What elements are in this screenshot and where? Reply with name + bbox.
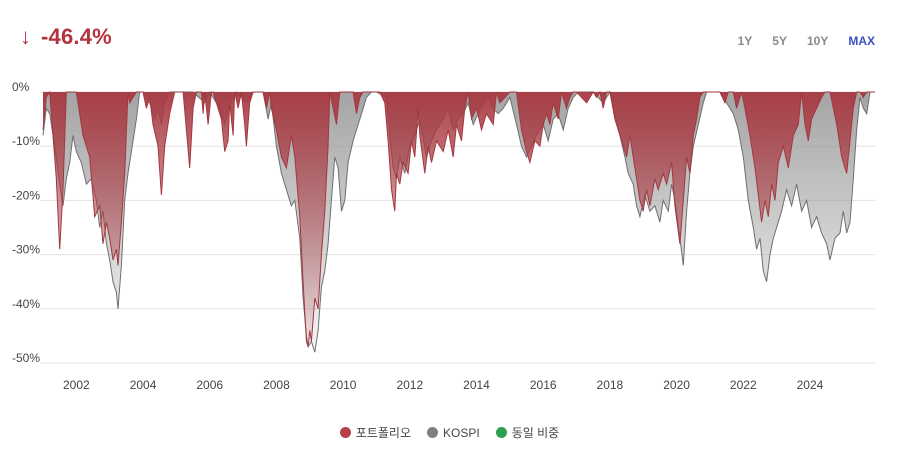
portfolio-line (42, 90, 875, 347)
x-tick-label: 2006 (196, 378, 223, 392)
down-arrow-icon: ↓ (20, 24, 31, 49)
portfolio-swatch-icon (339, 427, 351, 438)
x-tick-label: 2012 (396, 378, 423, 392)
x-tick-label: 2004 (130, 378, 157, 392)
y-tick-label: -30% (12, 243, 40, 257)
legend-item-kospi[interactable]: KOSPI (427, 424, 480, 441)
range-button-5y[interactable]: 5Y (772, 34, 787, 48)
y-tick-label: -50% (12, 351, 40, 365)
x-tick-label: 2018 (597, 378, 624, 392)
x-tick-label: 2022 (730, 378, 757, 392)
range-button-10y[interactable]: 10Y (806, 34, 829, 48)
chart-legend: 포트폴리오 KOSPI 동일 비중 (0, 424, 899, 441)
x-axis: 2002 2004 2006 2008 2010 2012 2014 2016 2018 2020… (63, 378, 824, 392)
x-tick-label: 2010 (330, 378, 357, 392)
x-tick-label: 2024 (797, 378, 824, 392)
y-axis: 0% -10% -20% -30% -40% -50% (12, 80, 40, 365)
drawdown-headline: ↓ -46.4% (20, 24, 112, 50)
legend-label-kospi: KOSPI (443, 425, 480, 440)
y-tick-label: 0% (12, 80, 30, 94)
legend-label-portfolio: 포트폴리오 (355, 426, 411, 440)
y-tick-label: -20% (12, 188, 40, 202)
portfolio-area (43, 92, 875, 347)
range-button-max[interactable]: MAX (848, 34, 875, 48)
y-tick-label: -40% (12, 297, 40, 311)
kospi-swatch-icon (427, 427, 438, 438)
x-tick-label: 2016 (530, 378, 557, 392)
series-areas (42, 90, 875, 353)
chart-header: ↓ -46.4% 1Y 5Y 10Y MAX (0, 0, 899, 80)
legend-item-equal-weight[interactable]: 동일 비중 (495, 424, 560, 441)
range-button-1y[interactable]: 1Y (737, 34, 753, 48)
x-tick-label: 2002 (63, 378, 90, 392)
equal-weight-swatch-icon (495, 427, 507, 438)
range-selector: 1Y 5Y 10Y MAX (728, 32, 885, 50)
drawdown-value: -46.4% (41, 24, 112, 49)
x-tick-label: 2020 (663, 378, 690, 392)
legend-item-portfolio[interactable]: 포트폴리오 (339, 424, 411, 441)
x-tick-label: 2008 (263, 378, 290, 392)
legend-label-equal-weight: 동일 비중 (511, 426, 560, 440)
x-tick-label: 2014 (463, 378, 490, 392)
y-tick-label: -10% (12, 134, 40, 148)
drawdown-chart: 0%-10%-20%-30%-40%-50% 2002 2004 2006 2008 2… (12, 80, 875, 392)
